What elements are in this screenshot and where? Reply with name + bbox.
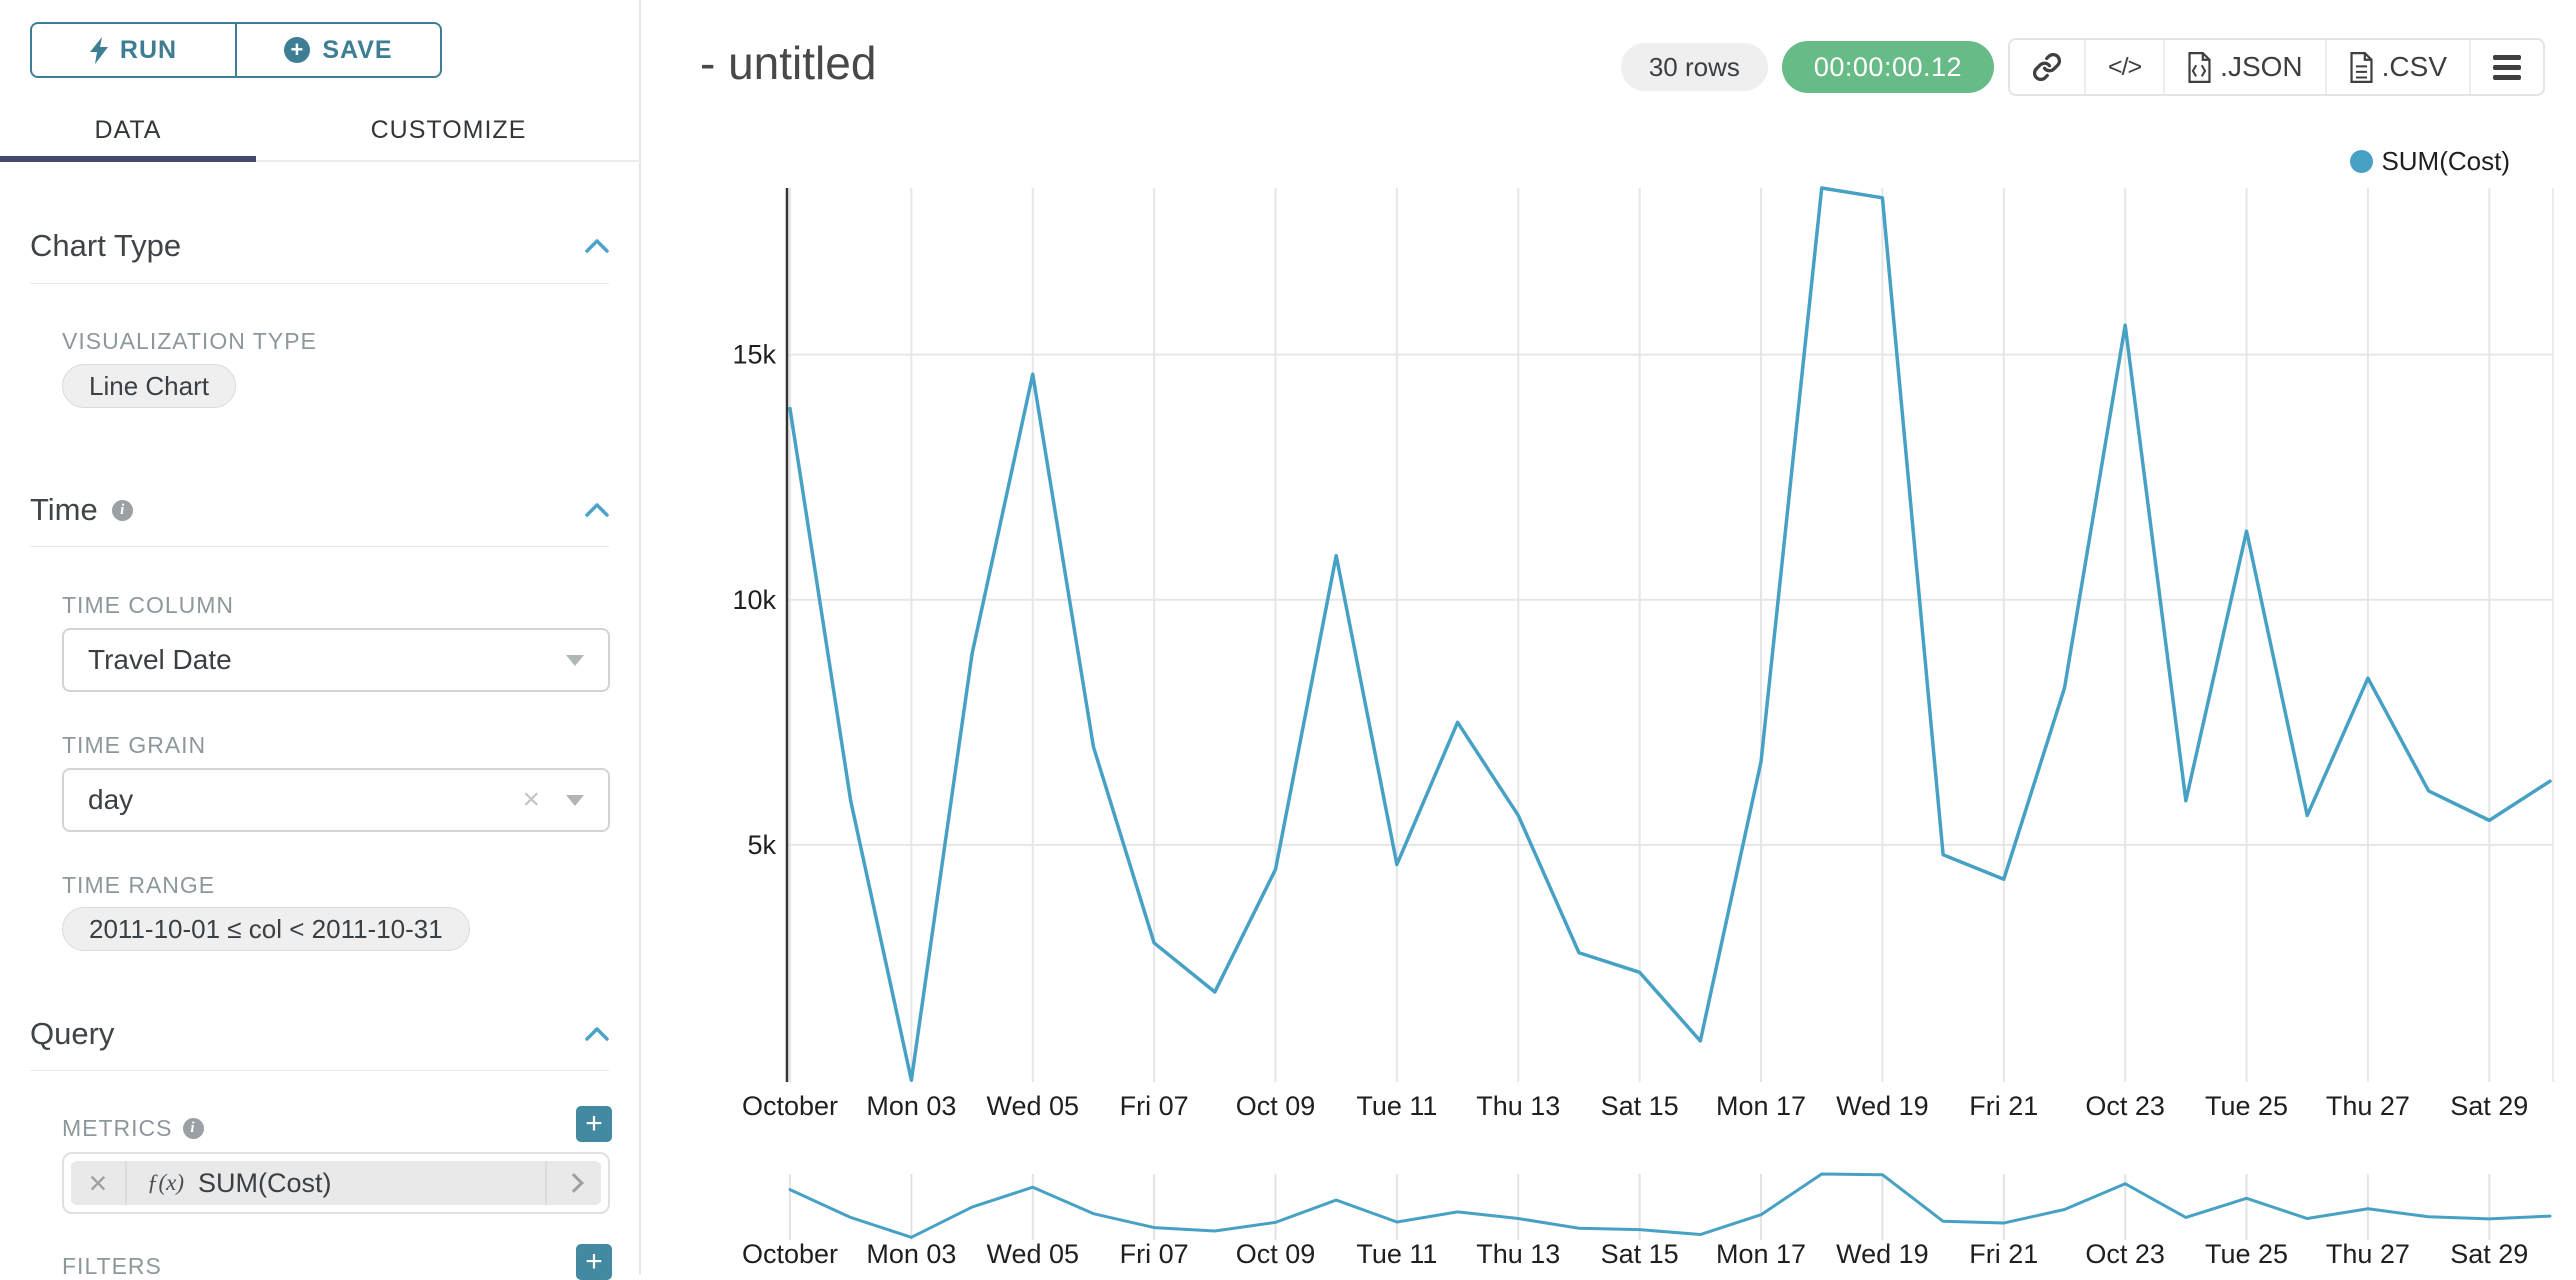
visualization-type-value[interactable]: Line Chart xyxy=(62,364,236,408)
chart-menu-button[interactable] xyxy=(2469,40,2543,94)
section-query-header: Query xyxy=(30,1016,609,1052)
section-time-title-text: Time xyxy=(30,492,98,528)
chevron-right-icon xyxy=(564,1173,584,1193)
time-column-label: TIME COLUMN xyxy=(62,592,234,619)
time-column-select[interactable]: Travel Date xyxy=(62,628,610,692)
menu-icon xyxy=(2493,55,2521,80)
link-icon xyxy=(2032,52,2062,82)
section-divider xyxy=(30,283,609,284)
metric-container: × ƒ(x) SUM(Cost) xyxy=(62,1152,610,1214)
time-range-value[interactable]: 2011-10-01 ≤ col < 2011-10-31 xyxy=(62,907,470,951)
run-button[interactable]: RUN xyxy=(32,24,235,76)
time-grain-label: TIME GRAIN xyxy=(62,732,206,759)
export-json-button[interactable]: .JSON xyxy=(2163,40,2324,94)
run-button-label: RUN xyxy=(120,36,177,65)
embed-code-button[interactable]: </> xyxy=(2084,40,2163,94)
row-count-badge: 30 rows xyxy=(1621,43,1768,91)
export-csv-label: .CSV xyxy=(2382,51,2447,83)
time-grain-select[interactable]: day × xyxy=(62,768,610,832)
time-column-label-text: TIME COLUMN xyxy=(62,592,234,619)
query-timer-badge: 00:00:00.12 xyxy=(1782,41,1994,93)
lightning-bolt-icon xyxy=(90,37,108,64)
metrics-label: METRICS i xyxy=(62,1115,204,1142)
section-divider xyxy=(30,1070,609,1071)
chevron-up-icon[interactable] xyxy=(585,239,609,253)
legend-dot xyxy=(2350,150,2373,173)
metric-pill[interactable]: × ƒ(x) SUM(Cost) xyxy=(71,1161,601,1205)
metric-name: SUM(Cost) xyxy=(198,1168,332,1199)
run-save-button-group: RUN + SAVE xyxy=(30,22,442,78)
section-query-title: Query xyxy=(30,1016,114,1052)
plus-circle-icon: + xyxy=(284,37,310,63)
filters-label: FILTERS xyxy=(62,1253,162,1280)
time-range-label-text: TIME RANGE xyxy=(62,872,215,899)
section-chart-type-header: Chart Type xyxy=(30,228,609,264)
expand-metric-button[interactable] xyxy=(545,1161,601,1205)
section-chart-type-title: Chart Type xyxy=(30,228,181,264)
explore-control-panel: RUN + SAVE DATA CUSTOMIZE Chart Type VIS… xyxy=(0,0,641,1274)
save-button[interactable]: + SAVE xyxy=(235,24,440,76)
clear-icon[interactable]: × xyxy=(522,785,540,815)
export-json-label: .JSON xyxy=(2220,51,2302,83)
csv-file-icon xyxy=(2349,52,2374,83)
visualization-type-label: VISUALIZATION TYPE xyxy=(62,328,317,355)
info-icon[interactable]: i xyxy=(112,500,133,521)
tab-customize-label: CUSTOMIZE xyxy=(371,116,527,145)
visualization-type-value-text: Line Chart xyxy=(89,371,209,402)
metric-body: ƒ(x) SUM(Cost) xyxy=(127,1168,545,1199)
info-icon[interactable]: i xyxy=(183,1118,204,1139)
chevron-down-icon xyxy=(566,655,584,666)
chevron-up-icon[interactable] xyxy=(585,503,609,517)
time-grain-value: day xyxy=(88,784,133,816)
fx-icon: ƒ(x) xyxy=(147,1170,184,1196)
short-link-button[interactable] xyxy=(2010,40,2084,94)
remove-metric-icon[interactable]: × xyxy=(71,1161,127,1205)
save-button-label: SAVE xyxy=(322,36,392,65)
chevron-up-icon[interactable] xyxy=(585,1027,609,1041)
section-time-title: Time i xyxy=(30,492,133,528)
chart-header-actions: 30 rows 00:00:00.12 </> .JSON xyxy=(1621,38,2545,96)
tab-data[interactable]: DATA xyxy=(0,100,256,160)
chart-legend[interactable]: SUM(Cost) xyxy=(2350,146,2510,177)
chart-panel: - untitled 30 rows 00:00:00.12 </> .JSON xyxy=(643,0,2576,1274)
time-range-value-text: 2011-10-01 ≤ col < 2011-10-31 xyxy=(89,914,443,945)
visualization-type-label-text: VISUALIZATION TYPE xyxy=(62,328,317,355)
json-file-icon xyxy=(2187,52,2212,83)
export-csv-button[interactable]: .CSV xyxy=(2325,40,2469,94)
chart-title[interactable]: - untitled xyxy=(700,36,876,90)
filters-label-text: FILTERS xyxy=(62,1253,162,1280)
add-metric-button[interactable]: + xyxy=(576,1106,612,1142)
chevron-down-icon xyxy=(566,795,584,806)
code-icon: </> xyxy=(2108,53,2141,82)
panel-tabs: DATA CUSTOMIZE xyxy=(0,100,641,162)
add-filter-button[interactable]: + xyxy=(576,1244,612,1280)
metrics-label-text: METRICS xyxy=(62,1115,173,1142)
time-column-value: Travel Date xyxy=(88,644,232,676)
legend-label: SUM(Cost) xyxy=(2381,146,2510,177)
tab-data-label: DATA xyxy=(95,116,162,145)
export-button-group: </> .JSON .CSV xyxy=(2008,38,2545,96)
tab-customize[interactable]: CUSTOMIZE xyxy=(256,100,641,160)
time-grain-label-text: TIME GRAIN xyxy=(62,732,206,759)
section-time-header: Time i xyxy=(30,492,609,528)
section-divider xyxy=(30,546,609,547)
time-range-label: TIME RANGE xyxy=(62,872,215,899)
